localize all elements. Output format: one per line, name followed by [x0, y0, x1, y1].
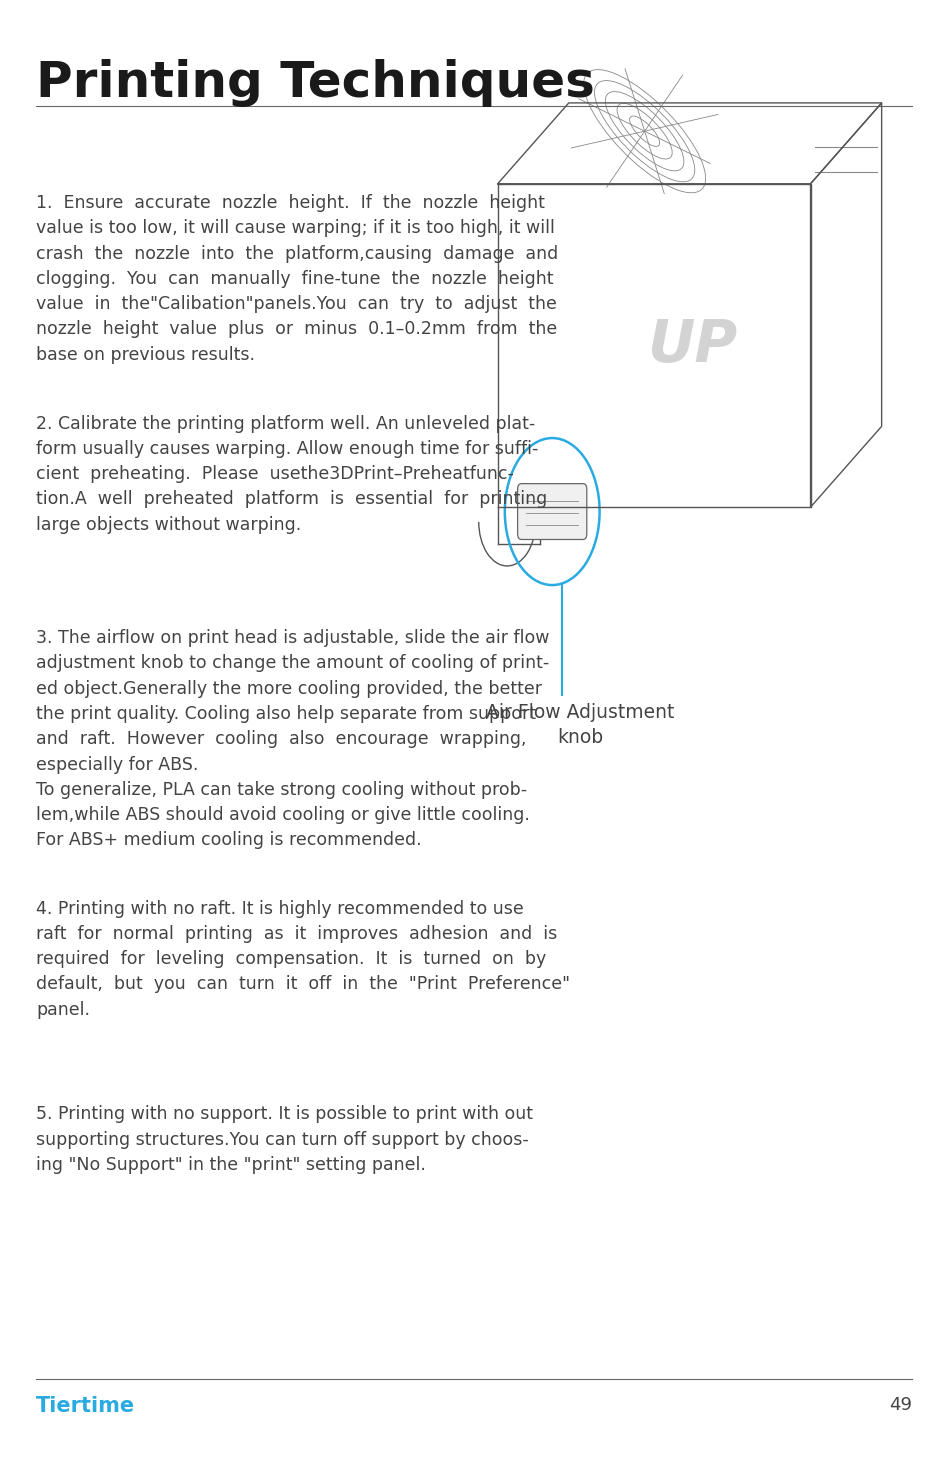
Text: value is too low, it will cause warping; if it is too high, it will: value is too low, it will cause warping;… — [36, 219, 555, 237]
Text: Air Flow Adjustment
knob: Air Flow Adjustment knob — [486, 703, 675, 747]
Text: and  raft.  However  cooling  also  encourage  wrapping,: and raft. However cooling also encourage… — [36, 731, 526, 748]
Text: required  for  leveling  compensation.  It  is  turned  on  by: required for leveling compensation. It i… — [36, 950, 546, 969]
Text: supporting structures.You can turn off support by choos-: supporting structures.You can turn off s… — [36, 1130, 529, 1148]
Text: ing "No Support" in the "print" setting panel.: ing "No Support" in the "print" setting … — [36, 1155, 426, 1175]
Text: large objects without warping.: large objects without warping. — [36, 516, 301, 534]
Text: clogging.  You  can  manually  fine-tune  the  nozzle  height: clogging. You can manually fine-tune the… — [36, 270, 554, 288]
Text: 3. The airflow on print head is adjustable, slide the air flow: 3. The airflow on print head is adjustab… — [36, 629, 550, 647]
Text: especially for ABS.: especially for ABS. — [36, 756, 198, 773]
Text: value  in  the"Calibation"panels.You  can  try  to  adjust  the: value in the"Calibation"panels.You can t… — [36, 295, 556, 313]
Text: 5. Printing with no support. It is possible to print with out: 5. Printing with no support. It is possi… — [36, 1105, 533, 1123]
Text: default,  but  you  can  turn  it  off  in  the  "Print  Preference": default, but you can turn it off in the … — [36, 976, 570, 994]
Text: 1.  Ensure  accurate  nozzle  height.  If  the  nozzle  height: 1. Ensure accurate nozzle height. If the… — [36, 194, 545, 212]
Text: For ABS+ medium cooling is recommended.: For ABS+ medium cooling is recommended. — [36, 832, 422, 850]
Text: UP: UP — [647, 318, 738, 373]
Text: panel.: panel. — [36, 1001, 90, 1019]
Text: raft  for  normal  printing  as  it  improves  adhesion  and  is: raft for normal printing as it improves … — [36, 925, 557, 942]
FancyBboxPatch shape — [518, 484, 587, 539]
Text: Tiertime: Tiertime — [36, 1396, 136, 1417]
Text: To generalize, PLA can take strong cooling without prob-: To generalize, PLA can take strong cooli… — [36, 781, 527, 798]
Text: 4. Printing with no raft. It is highly recommended to use: 4. Printing with no raft. It is highly r… — [36, 900, 524, 917]
Text: the print quality. Cooling also help separate from support: the print quality. Cooling also help sep… — [36, 706, 536, 723]
Text: form usually causes warping. Allow enough time for suffi-: form usually causes warping. Allow enoug… — [36, 440, 538, 457]
Text: base on previous results.: base on previous results. — [36, 345, 255, 363]
Text: lem,while ABS should avoid cooling or give little cooling.: lem,while ABS should avoid cooling or gi… — [36, 806, 530, 825]
Text: ed object.Generally the more cooling provided, the better: ed object.Generally the more cooling pro… — [36, 679, 542, 698]
Text: 49: 49 — [889, 1396, 912, 1414]
Text: cient  preheating.  Please  usethe3DPrint–Preheatfunc-: cient preheating. Please usethe3DPrint–P… — [36, 465, 514, 484]
Text: nozzle  height  value  plus  or  minus  0.1–0.2mm  from  the: nozzle height value plus or minus 0.1–0.… — [36, 320, 557, 338]
Text: Printing Techniques: Printing Techniques — [36, 59, 595, 107]
Text: 2. Calibrate the printing platform well. An unleveled plat-: 2. Calibrate the printing platform well.… — [36, 415, 536, 432]
Text: adjustment knob to change the amount of cooling of print-: adjustment knob to change the amount of … — [36, 654, 549, 672]
Text: tion.A  well  preheated  platform  is  essential  for  printing: tion.A well preheated platform is essent… — [36, 491, 547, 509]
Text: crash  the  nozzle  into  the  platform,causing  damage  and: crash the nozzle into the platform,causi… — [36, 244, 558, 263]
